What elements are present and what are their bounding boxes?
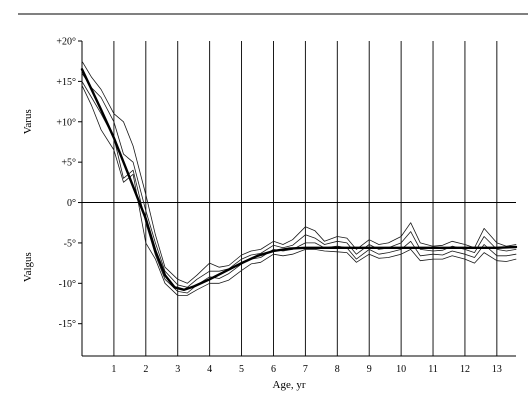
frame-layer [18,13,528,357]
x-tick-label-9: 9 [367,364,372,375]
y-tick-label-3: +5° [61,158,76,169]
x-axis-label: Age, yr [273,379,306,391]
tick-label-layer: 1 2 3 4 5 6 7 8 9 10 11 12 13+20°+15°+10°+5°0°-5°-10… [56,37,501,376]
y-tick-label-0: +20° [56,37,76,48]
y-tick-label-5: -5° [64,238,76,249]
y-tick-label-1: +15° [56,77,76,88]
y-tick-label-7: -15° [59,319,76,330]
x-tick-label-7: 7 [303,364,308,375]
x-tick-label-1: 1 [111,364,116,375]
series-line-individual-4 [81,85,517,296]
y-tick-label-4: 0° [67,198,76,209]
x-tick-label-6: 6 [271,364,276,375]
x-tick-label-8: 8 [335,364,340,375]
y-axis-label-varus: Varus [22,109,34,134]
x-tick-label-2: 2 [143,364,148,375]
x-tick-label-12: 12 [460,364,470,375]
series-layer [80,60,518,296]
series-line-individual-2 [81,72,517,288]
x-tick-label-13: 13 [492,364,502,375]
x-tick-label-10: 10 [396,364,406,375]
y-tick-label-2: +10° [56,117,76,128]
x-tick-label-3: 3 [175,364,180,375]
x-tick-label-4: 4 [207,364,212,375]
x-tick-label-11: 11 [428,364,438,375]
y-axis-label-valgus: Valgus [22,252,34,282]
series-line-mean [80,68,518,291]
series-line-individual-3 [81,81,517,294]
y-tick-label-6: -10° [59,279,76,290]
x-tick-label-5: 5 [239,364,244,375]
series-line-individual-1 [81,60,517,284]
grid-layer [113,41,498,356]
